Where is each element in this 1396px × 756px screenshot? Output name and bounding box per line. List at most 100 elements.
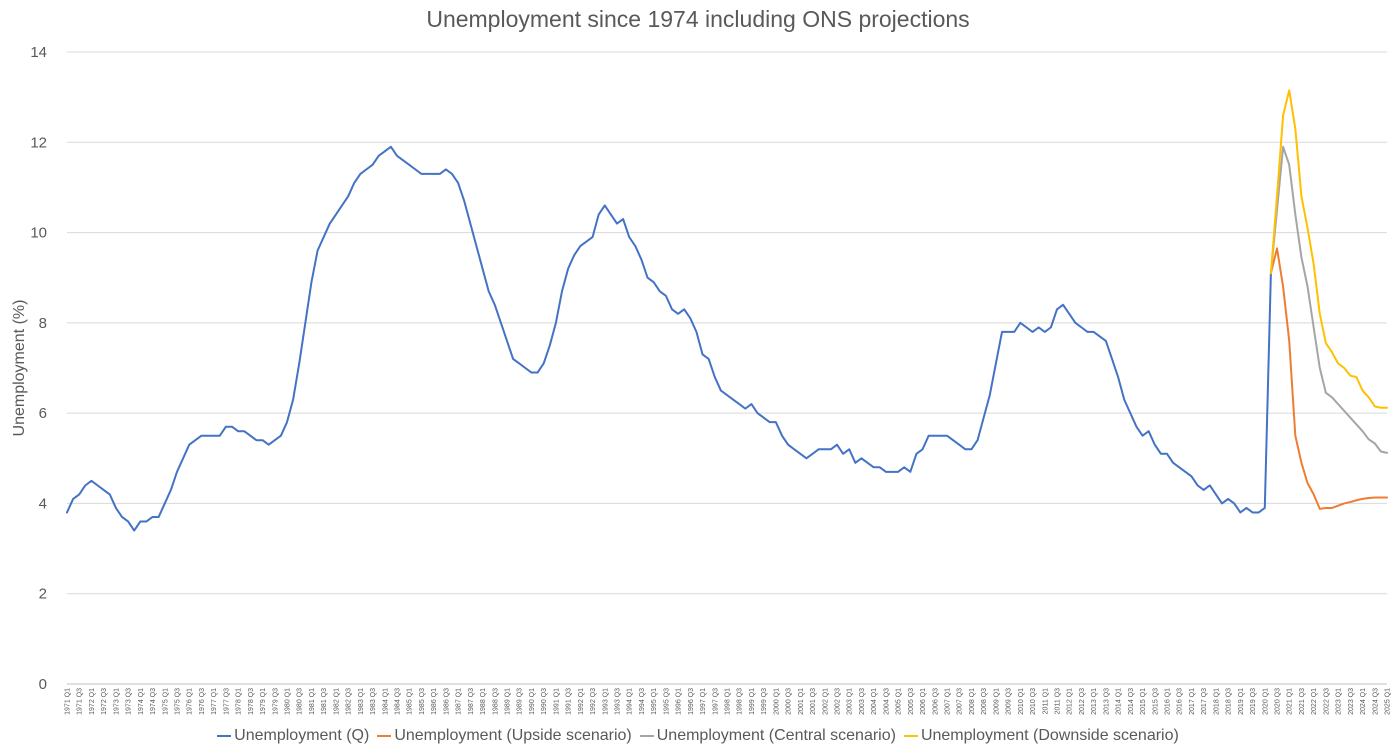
x-tick-label: 1990 Q3: [541, 688, 548, 715]
x-tick-label: 2018 Q1: [1213, 688, 1220, 715]
x-tick-label: 2019 Q1: [1238, 688, 1245, 715]
x-tick-label: 1995 Q3: [663, 688, 670, 715]
series-line-1: [1269, 247, 1388, 510]
x-axis-tick-labels: 1971 Q1 1971 Q3 1972 Q1 1972 Q3 1973 Q1 1973 …: [65, 688, 1392, 715]
x-tick-label: 1972 Q1: [89, 688, 96, 715]
x-tick-label: 1981 Q3: [321, 688, 328, 715]
x-tick-label: 1991 Q1: [553, 688, 560, 715]
x-tick-label: 1995 Q1: [651, 688, 658, 715]
x-tick-label: 1972 Q3: [101, 688, 108, 715]
x-tick-label: 2009 Q3: [1006, 688, 1013, 715]
x-tick-label: 2003 Q1: [847, 688, 854, 715]
gridlines: [67, 51, 1387, 685]
legend-label: Unemployment (Upside scenario): [394, 727, 632, 744]
legend-item: Unemployment (Downside scenario): [903, 727, 1179, 745]
x-tick-label: 1990 Q1: [529, 688, 536, 715]
x-tick-label: 1980 Q1: [285, 688, 292, 715]
y-tick-label: 8: [39, 315, 47, 332]
x-tick-label: 2012 Q1: [1067, 688, 1074, 715]
x-tick-label: 1996 Q3: [688, 688, 695, 715]
legend-swatch: [639, 735, 654, 737]
x-tick-label: 1984 Q3: [395, 688, 402, 715]
x-tick-label: 2011 Q3: [1055, 688, 1062, 714]
series-line-2: [1269, 145, 1388, 454]
x-tick-label: 1984 Q1: [382, 688, 389, 715]
x-tick-label: 1981 Q1: [309, 688, 316, 715]
y-axis-label: Unemployment (%): [11, 300, 28, 437]
x-tick-label: 1971 Q1: [65, 688, 72, 715]
x-tick-label: 2006 Q1: [920, 688, 927, 715]
x-tick-label: 2013 Q3: [1103, 688, 1110, 715]
x-tick-label: 1978 Q1: [236, 688, 243, 715]
x-tick-label: 2022 Q1: [1311, 688, 1318, 715]
x-tick-label: 2021 Q1: [1287, 688, 1294, 715]
y-tick-label: 2: [39, 586, 47, 603]
x-tick-label: 1971 Q3: [77, 688, 84, 715]
x-tick-label: 2018 Q3: [1226, 688, 1233, 715]
x-tick-label: 2022 Q3: [1323, 688, 1330, 715]
x-tick-label: 2020 Q1: [1262, 688, 1269, 715]
x-tick-label: 2005 Q3: [908, 688, 915, 715]
x-tick-label: 2004 Q1: [871, 688, 878, 715]
legend-item: Unemployment (Upside scenario): [377, 727, 632, 745]
x-tick-label: 2001 Q3: [810, 688, 817, 715]
y-axis-tick-labels: 0 2 4 6 8 10 12 14: [30, 44, 47, 693]
x-tick-label: 1983 Q3: [370, 688, 377, 715]
x-tick-label: 2004 Q3: [883, 688, 890, 715]
x-tick-label: 1994 Q3: [639, 688, 646, 715]
x-tick-label: 1976 Q3: [199, 688, 206, 715]
x-tick-label: 1989 Q3: [517, 688, 524, 715]
x-tick-label: 1988 Q1: [480, 688, 487, 715]
x-tick-label: 2023 Q1: [1336, 688, 1343, 715]
x-tick-label: 2007 Q1: [945, 688, 952, 715]
x-tick-label: 2025 Q1: [1385, 688, 1392, 715]
x-tick-label: 2016 Q1: [1165, 688, 1172, 715]
x-tick-label: 2002 Q3: [835, 688, 842, 715]
legend: Unemployment (Q) Unemployment (Upside sce…: [0, 727, 1396, 745]
x-tick-label: 1987 Q3: [468, 688, 475, 715]
x-tick-label: 2024 Q3: [1372, 688, 1379, 715]
legend-swatch: [903, 735, 918, 737]
chart-title: Unemployment since 1974 including ONS pr…: [426, 6, 970, 32]
legend-swatch: [217, 735, 232, 737]
x-tick-label: 1985 Q3: [419, 688, 426, 715]
x-tick-label: 1988 Q3: [492, 688, 499, 715]
x-tick-label: 2017 Q3: [1201, 688, 1208, 715]
x-tick-label: 1975 Q1: [162, 688, 169, 715]
y-tick-label: 4: [39, 495, 47, 512]
legend-swatch: [377, 735, 392, 737]
x-tick-label: 2015 Q1: [1140, 688, 1147, 715]
x-tick-label: 2011 Q1: [1042, 688, 1049, 714]
x-tick-label: 1994 Q1: [627, 688, 634, 715]
x-tick-label: 1982 Q3: [346, 688, 353, 715]
x-tick-label: 1973 Q3: [126, 688, 133, 715]
x-tick-label: 2006 Q3: [932, 688, 939, 715]
x-tick-label: 2001 Q1: [798, 688, 805, 715]
x-tick-label: 1979 Q1: [260, 688, 267, 715]
x-tick-label: 1977 Q3: [223, 688, 230, 715]
x-tick-label: 2012 Q3: [1079, 688, 1086, 715]
y-tick-label: 10: [30, 225, 47, 242]
x-tick-label: 1979 Q3: [272, 688, 279, 715]
x-tick-label: 2015 Q3: [1152, 688, 1159, 715]
x-tick-label: 1992 Q3: [590, 688, 597, 715]
x-tick-label: 1999 Q3: [761, 688, 768, 715]
y-tick-label: 6: [39, 405, 47, 422]
x-tick-label: 1974 Q1: [138, 688, 145, 715]
x-tick-label: 2019 Q3: [1250, 688, 1257, 715]
x-tick-label: 2007 Q3: [957, 688, 964, 715]
x-tick-label: 2009 Q1: [993, 688, 1000, 715]
x-tick-label: 2005 Q1: [896, 688, 903, 715]
x-tick-label: 2014 Q1: [1116, 688, 1123, 715]
y-tick-label: 14: [30, 44, 47, 61]
x-tick-label: 2000 Q3: [786, 688, 793, 715]
series-line-0: [66, 145, 1272, 532]
series-lines: [66, 89, 1388, 532]
x-tick-label: 1998 Q3: [737, 688, 744, 715]
x-tick-label: 2003 Q3: [859, 688, 866, 715]
x-tick-label: 1998 Q1: [725, 688, 732, 715]
x-tick-label: 2010 Q1: [1018, 688, 1025, 715]
x-tick-label: 1983 Q1: [358, 688, 365, 715]
x-tick-label: 1976 Q1: [187, 688, 194, 715]
y-tick-label: 0: [39, 676, 47, 693]
